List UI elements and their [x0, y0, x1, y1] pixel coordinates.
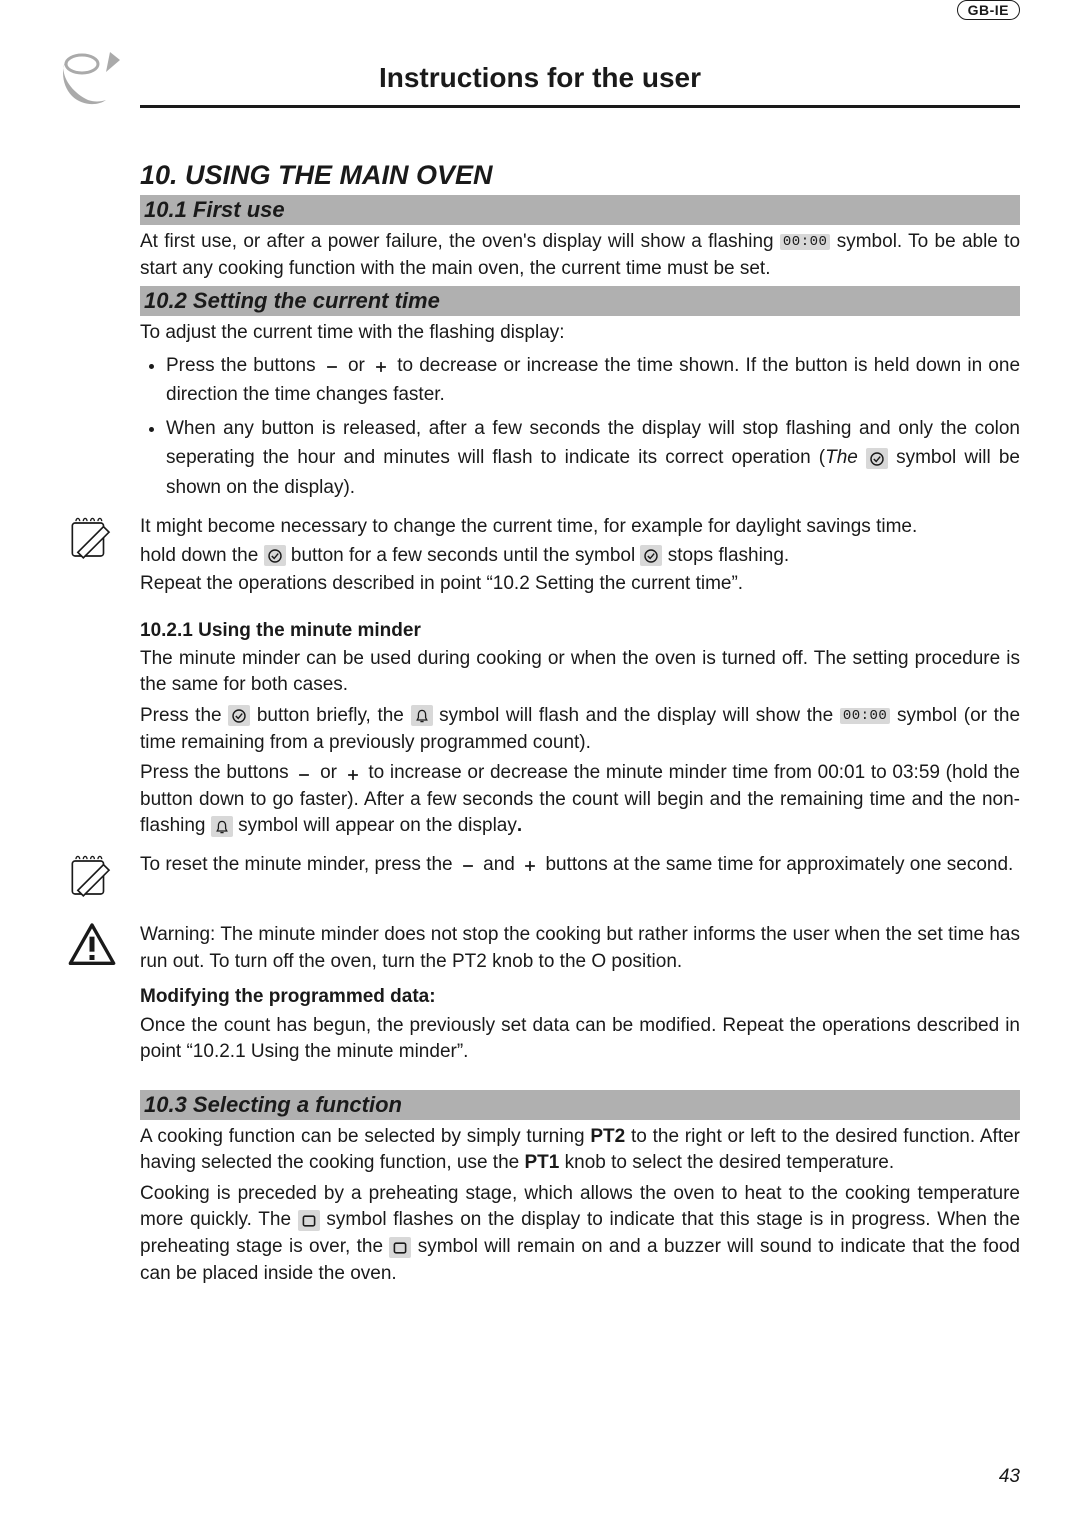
paragraph: Cooking is preceded by a preheating stag…: [140, 1181, 1020, 1287]
region-badge: GB-IE: [957, 0, 1020, 20]
note-text: It might become necessary to change the …: [140, 512, 1020, 600]
note-icon: [62, 512, 122, 567]
paragraph: Once the count has begun, the previously…: [140, 1013, 1020, 1066]
list-item: When any button is released, after a few…: [166, 414, 1020, 502]
clock-check-icon: [640, 545, 662, 566]
lcd-display-icon: 00:00: [780, 234, 831, 251]
plus-icon: [371, 356, 391, 375]
note-block: To reset the minute minder, press the an…: [140, 850, 1020, 910]
page-header: Instructions for the user: [60, 50, 1020, 120]
warning-block: Warning: The minute minder does not stop…: [140, 920, 1020, 980]
paragraph: Press the button briefly, the symbol wil…: [140, 703, 1020, 756]
instruction-list: Press the buttons or to decrease or incr…: [140, 351, 1020, 502]
lcd-display-icon: 00:00: [840, 708, 891, 725]
bell-icon: [411, 705, 433, 726]
subsection-10-1-heading: 10.1 First use: [140, 195, 1020, 225]
header-rule: [140, 105, 1020, 108]
note-icon: [62, 850, 122, 905]
minus-icon: [322, 356, 342, 375]
clock-check-icon: [866, 448, 888, 469]
plus-icon: [343, 764, 363, 783]
warning-text: Warning: The minute minder does not stop…: [140, 920, 1020, 977]
paragraph: At first use, or after a power failure, …: [140, 229, 1020, 282]
note-text: To reset the minute minder, press the an…: [140, 850, 1020, 881]
oven-icon: [389, 1237, 411, 1258]
plus-icon: [520, 855, 540, 874]
clock-check-icon: [264, 545, 286, 566]
list-item: Press the buttons or to decrease or incr…: [166, 351, 1020, 410]
subsection-10-2-heading: 10.2 Setting the current time: [140, 286, 1020, 316]
note-block: It might become necessary to change the …: [140, 512, 1020, 600]
page-number: 43: [999, 1466, 1020, 1488]
warning-icon: [62, 920, 122, 970]
page-title: Instructions for the user: [60, 62, 1020, 94]
paragraph: To adjust the current time with the flas…: [140, 320, 1020, 347]
paragraph: A cooking function can be selected by si…: [140, 1124, 1020, 1177]
bell-icon: [211, 816, 233, 837]
oven-icon: [298, 1210, 320, 1231]
paragraph: Modifying the programmed data:: [140, 984, 1020, 1011]
paragraph: The minute minder can be used during coo…: [140, 646, 1020, 699]
minus-icon: [294, 764, 314, 783]
paragraph: Press the buttons or to increase or decr…: [140, 760, 1020, 840]
subsubsection-10-2-1-heading: 10.2.1 Using the minute minder: [140, 620, 1020, 642]
subsection-10-3-heading: 10.3 Selecting a function: [140, 1090, 1020, 1120]
section-heading: 10. USING THE MAIN OVEN: [140, 160, 1020, 191]
content-body: 10. USING THE MAIN OVEN 10.1 First use A…: [140, 160, 1020, 1291]
clock-check-icon: [228, 705, 250, 726]
minus-icon: [458, 855, 478, 874]
manual-page: Instructions for the user GB-IE 10. USIN…: [0, 0, 1080, 1528]
